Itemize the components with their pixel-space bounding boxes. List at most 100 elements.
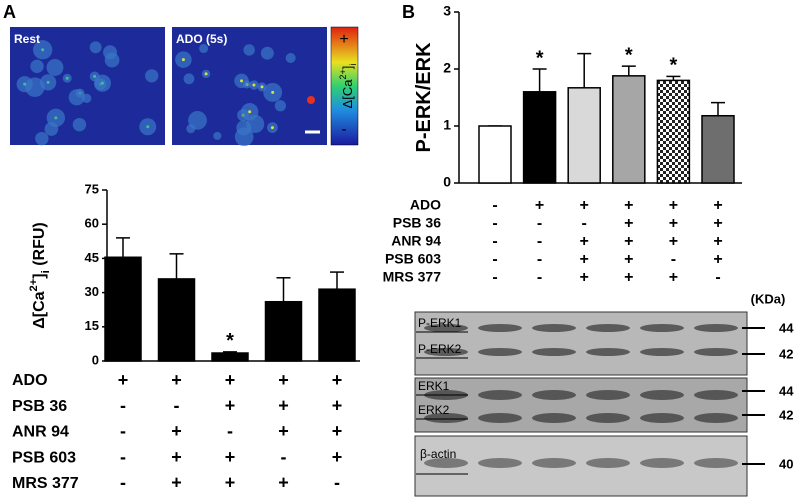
cell (285, 52, 296, 63)
treatment-mark: - (492, 251, 497, 268)
blot-band (532, 324, 576, 332)
treatment-mark: - (492, 269, 497, 286)
cell (199, 44, 209, 54)
label-part: ] (340, 66, 355, 70)
treatment-mark: + (171, 370, 182, 390)
bar (211, 352, 249, 362)
significance-marker: * (625, 44, 633, 66)
treatment-mark: - (715, 269, 720, 286)
bar (104, 256, 142, 362)
blot-band (424, 324, 468, 332)
cell-spot (146, 125, 150, 129)
treatment-mark: + (225, 395, 236, 415)
y-axis-label: P-ERK/ERK (413, 42, 435, 153)
colorbar-minus: - (341, 121, 346, 138)
y-tick-label: 15 (85, 318, 99, 333)
blot-band (694, 390, 738, 400)
blot-band (586, 324, 630, 332)
bar (567, 87, 601, 184)
blot-band (694, 413, 738, 423)
treatment-mark: - (120, 395, 126, 415)
blot-band (586, 458, 630, 468)
treatment-mark: + (278, 370, 289, 390)
cell (260, 46, 274, 60)
y-tick-label: 2 (443, 60, 451, 76)
cell-spot (307, 96, 315, 104)
treatment-mark: - (537, 215, 542, 232)
y-tick-label: 75 (85, 181, 99, 196)
significance-marker: * (226, 330, 234, 352)
blot-panel (414, 311, 748, 376)
blot-band (424, 413, 468, 423)
cell (68, 89, 85, 106)
band-kda: 40 (779, 456, 793, 471)
treatment-mark: - (120, 447, 126, 467)
y-tick-label: 30 (85, 284, 99, 299)
treatment-mark: + (669, 233, 678, 250)
treatment-mark: + (278, 421, 289, 441)
cell (243, 44, 255, 56)
treatment-mark: + (171, 473, 182, 493)
treatment-mark: - (174, 395, 180, 415)
cells (16, 40, 315, 147)
cell (186, 124, 196, 134)
treatment-mark: - (537, 251, 542, 268)
cell-spot (204, 72, 208, 76)
treatment-mark: - (537, 233, 542, 250)
y-axis-label: Δ[Ca2+]i (RFU) (28, 222, 52, 328)
blot-panel (414, 377, 748, 433)
bar (522, 91, 557, 184)
cell-spot (271, 90, 275, 94)
treatment-mark: - (281, 447, 287, 467)
treatment-name: PSB 36 (12, 398, 67, 415)
cell (274, 100, 286, 112)
treatment-mark: + (669, 269, 678, 286)
label-part: Δ[Ca (31, 291, 48, 328)
label-part: Δ[Ca (340, 79, 355, 109)
image-label: ADO (5s) (176, 32, 227, 46)
treatment-name: ANR 94 (391, 233, 441, 249)
treatment-mark: + (171, 421, 182, 441)
cell (89, 41, 102, 54)
y-tick-label: 60 (85, 216, 99, 231)
treatment-mark: + (713, 251, 722, 268)
bar (478, 125, 512, 184)
treatment-mark: + (580, 251, 589, 268)
treatment-mark: - (582, 215, 587, 232)
blot-band (586, 390, 630, 400)
treatment-mark: + (624, 233, 633, 250)
band-name: P-ERK2 (418, 342, 462, 356)
treatment-mark: + (332, 395, 343, 415)
blot-band (640, 324, 684, 332)
bar (318, 288, 356, 362)
y-tick-label: 45 (85, 250, 99, 265)
y-tick-label: 3 (443, 3, 451, 19)
treatment-mark: + (225, 473, 236, 493)
blot-band (586, 348, 630, 356)
cell-spot (181, 58, 185, 62)
treatment-mark: + (225, 447, 236, 467)
cell (234, 127, 254, 147)
blot-band (586, 413, 630, 423)
treatment-name: PSB 603 (12, 449, 76, 466)
treatment-mark: + (171, 447, 182, 467)
blot-band (640, 348, 684, 356)
treatment-mark: + (669, 215, 678, 232)
blot-unit: (KDa) (751, 291, 786, 306)
treatment-mark: + (624, 269, 633, 286)
label-part: P-ERK/ERK (413, 42, 435, 153)
blot-band (640, 413, 684, 423)
treatment-name: PSB 603 (385, 251, 441, 267)
bar (701, 114, 735, 184)
panel-label: A (3, 2, 16, 22)
treatment-name: MRS 377 (12, 475, 79, 492)
blot-band (532, 413, 576, 423)
significance-marker: * (670, 55, 678, 77)
cell-spot (46, 80, 50, 84)
significance-marker: * (536, 47, 544, 69)
blot-band (640, 458, 684, 468)
cell-spot (270, 126, 274, 130)
treatment-name: ADO (410, 197, 441, 213)
treatment-mark: + (713, 197, 722, 214)
treatment-mark: - (334, 473, 340, 493)
